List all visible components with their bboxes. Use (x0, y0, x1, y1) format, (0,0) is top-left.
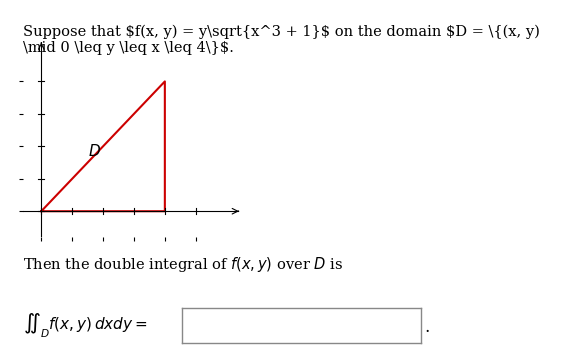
Text: Suppose that $f(x, y) = y\sqrt{x^3 + 1}$ on the domain $D = \{(x, y) \mid 0 \leq: Suppose that $f(x, y) = y\sqrt{x^3 + 1}$… (23, 25, 539, 55)
Text: $\iint_D f(x, y)\,dxdy =$: $\iint_D f(x, y)\,dxdy =$ (23, 312, 147, 340)
Text: Then the double integral of $f(x, y)$ over $D$ is: Then the double integral of $f(x, y)$ ov… (23, 255, 343, 274)
Text: .: . (424, 319, 429, 336)
Text: $D$: $D$ (88, 143, 101, 159)
